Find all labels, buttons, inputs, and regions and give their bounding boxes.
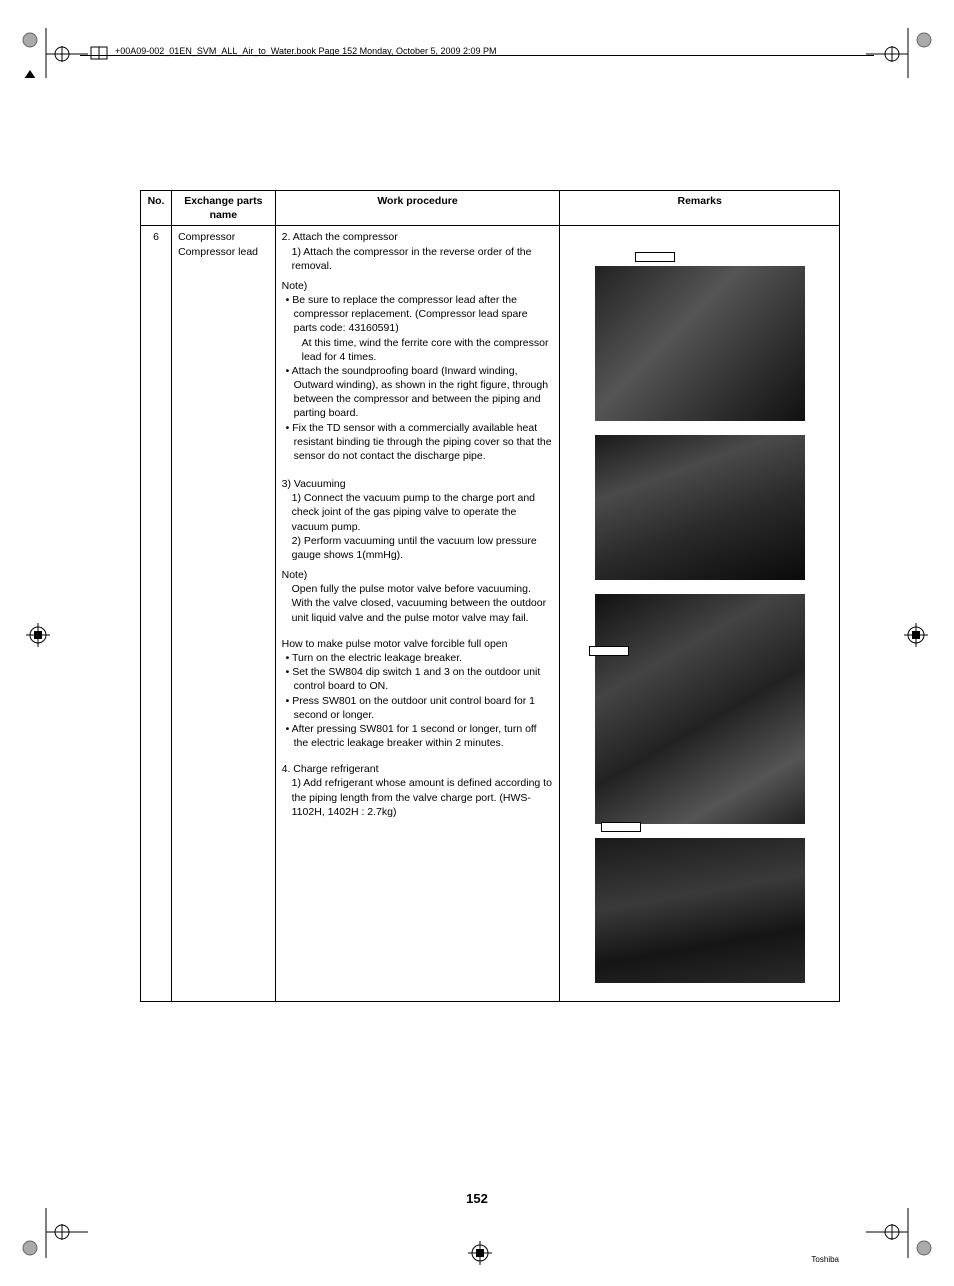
- photo1-callout: [635, 252, 675, 262]
- note1-head: Note): [282, 279, 554, 293]
- s3-2: 2) Perform vacuuming until the vacuum lo…: [282, 534, 554, 562]
- crop-mark-tr: [866, 28, 936, 78]
- note2-head: Note): [282, 568, 554, 582]
- content-area: No. Exchange parts name Work procedure R…: [140, 190, 840, 1002]
- s3-title: 3) Vacuuming: [282, 477, 554, 491]
- cell-parts: Compressor Compressor lead: [172, 226, 276, 1002]
- cell-remarks: [560, 226, 840, 1002]
- parts-line-1: Compressor: [178, 230, 269, 244]
- howto-b2: • Set the SW804 dip switch 1 and 3 on th…: [282, 665, 554, 693]
- photo3-callout-1: [589, 646, 629, 656]
- crop-mark-br: [866, 1198, 936, 1258]
- note2-body: Open fully the pulse motor valve before …: [282, 582, 554, 625]
- page-number: 152: [0, 1191, 954, 1206]
- howto-b4: • After pressing SW801 for 1 second or l…: [282, 722, 554, 750]
- note1-b3: • Fix the TD sensor with a commercially …: [282, 421, 554, 464]
- s2-title: 2. Attach the compressor: [282, 230, 554, 244]
- crop-mark-mb: [460, 1238, 500, 1268]
- table-row: 6 Compressor Compressor lead 2. Attach t…: [141, 226, 840, 1002]
- howto-head: How to make pulse motor valve forcible f…: [282, 637, 554, 651]
- note1-b2: • Attach the soundproofing board (Inward…: [282, 364, 554, 421]
- photo-1: [595, 266, 805, 421]
- howto-b1: • Turn on the electric leakage breaker.: [282, 651, 554, 665]
- s4-1: 1) Add refrigerant whose amount is defin…: [282, 776, 554, 819]
- crop-mark-tl: [18, 28, 88, 78]
- th-remarks: Remarks: [560, 191, 840, 226]
- crop-mark-mr: [896, 620, 936, 650]
- note1-b1b: At this time, wind the ferrite core with…: [282, 336, 554, 364]
- crop-mark-bl: [18, 1198, 88, 1258]
- s4-title: 4. Charge refrigerant: [282, 762, 554, 776]
- photo-3: [595, 594, 805, 824]
- crop-mark-ml: [18, 620, 58, 650]
- photo3-callout-2: [601, 822, 641, 832]
- parts-line-2: Compressor lead: [178, 245, 269, 259]
- cell-no: 6: [141, 226, 172, 1002]
- th-parts: Exchange parts name: [172, 191, 276, 226]
- page-root: +00A09-002_01EN_SVM_ALL_Air_to_Water.boo…: [0, 0, 954, 1286]
- header-rule: [80, 55, 874, 56]
- cell-procedure: 2. Attach the compressor 1) Attach the c…: [275, 226, 560, 1002]
- s3-1: 1) Connect the vacuum pump to the charge…: [282, 491, 554, 534]
- howto-b3: • Press SW801 on the outdoor unit contro…: [282, 694, 554, 722]
- s2-1: 1) Attach the compressor in the reverse …: [282, 245, 554, 273]
- th-proc: Work procedure: [275, 191, 560, 226]
- th-no: No.: [141, 191, 172, 226]
- photo-2: [595, 435, 805, 580]
- photo-4: [595, 838, 805, 983]
- procedure-table: No. Exchange parts name Work procedure R…: [140, 190, 840, 1002]
- note1-b1: • Be sure to replace the compressor lead…: [282, 293, 554, 336]
- footer-brand: Toshiba: [811, 1255, 839, 1264]
